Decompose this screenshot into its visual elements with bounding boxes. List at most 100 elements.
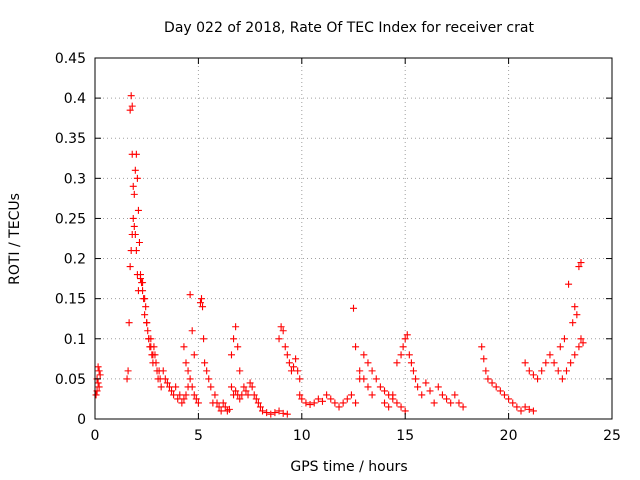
data-point-0-116 bbox=[250, 391, 258, 399]
data-point-0-121 bbox=[263, 409, 271, 417]
data-point-0-96 bbox=[219, 399, 227, 407]
data-point-0-3 bbox=[95, 383, 103, 391]
data-point-0-78 bbox=[182, 359, 190, 367]
data-point-0-73 bbox=[188, 383, 196, 391]
points-layer bbox=[92, 92, 587, 418]
data-point-0-102 bbox=[232, 323, 240, 331]
data-point-0-67 bbox=[176, 391, 184, 399]
data-point-0-110 bbox=[238, 391, 246, 399]
data-point-0-69 bbox=[180, 395, 188, 403]
data-point-0-59 bbox=[159, 367, 167, 375]
data-point-0-62 bbox=[165, 383, 173, 391]
data-point-0-218 bbox=[554, 367, 562, 375]
data-point-0-228 bbox=[565, 280, 573, 288]
data-point-0-54 bbox=[141, 295, 149, 303]
x-tick-label-3: 15 bbox=[396, 428, 414, 444]
data-point-0-139 bbox=[298, 395, 306, 403]
data-point-0-65 bbox=[172, 383, 180, 391]
data-point-0-214 bbox=[538, 367, 546, 375]
data-point-0-119 bbox=[256, 403, 264, 411]
data-point-0-211 bbox=[525, 367, 533, 375]
data-point-0-68 bbox=[178, 399, 186, 407]
y-tick-label-0: 0 bbox=[77, 412, 86, 428]
data-point-0-205 bbox=[513, 403, 521, 411]
data-point-0-124 bbox=[275, 407, 283, 415]
data-point-0-89 bbox=[205, 375, 213, 383]
data-point-0-11 bbox=[126, 263, 134, 271]
data-point-0-163 bbox=[393, 399, 401, 407]
data-point-0-190 bbox=[443, 395, 451, 403]
data-point-0-152 bbox=[350, 304, 357, 312]
y-tick-label-1: 0.05 bbox=[55, 372, 86, 388]
data-point-0-48 bbox=[131, 230, 139, 238]
data-point-0-95 bbox=[217, 407, 225, 415]
data-point-0-187 bbox=[430, 399, 438, 407]
data-point-0-76 bbox=[194, 399, 202, 407]
data-point-0-173 bbox=[389, 391, 397, 399]
data-point-0-25 bbox=[141, 311, 149, 319]
data-point-0-229 bbox=[569, 319, 577, 327]
data-point-0-153 bbox=[352, 399, 360, 407]
data-point-0-146 bbox=[327, 395, 335, 403]
x-tick-label-0: 0 bbox=[91, 428, 100, 444]
data-point-0-19 bbox=[134, 206, 142, 214]
data-point-0-147 bbox=[331, 399, 339, 407]
data-point-0-28 bbox=[144, 327, 152, 335]
data-point-0-100 bbox=[227, 351, 235, 359]
data-point-0-79 bbox=[184, 367, 192, 375]
data-point-0-141 bbox=[306, 401, 314, 409]
data-point-0-151 bbox=[347, 391, 355, 399]
data-point-0-145 bbox=[323, 391, 331, 399]
data-point-0-92 bbox=[211, 391, 219, 399]
data-point-0-180 bbox=[407, 359, 415, 367]
data-point-0-215 bbox=[542, 359, 550, 367]
data-point-0-125 bbox=[279, 409, 287, 417]
data-point-0-207 bbox=[521, 403, 529, 411]
data-point-0-216 bbox=[546, 351, 554, 359]
data-point-0-7 bbox=[95, 367, 103, 375]
data-point-0-126 bbox=[283, 410, 291, 418]
data-point-0-85 bbox=[199, 303, 207, 311]
data-point-0-115 bbox=[248, 383, 256, 391]
data-point-0-203 bbox=[505, 395, 513, 403]
data-point-0-82 bbox=[190, 351, 198, 359]
data-point-0-2 bbox=[94, 363, 102, 371]
data-point-0-231 bbox=[573, 311, 581, 319]
data-point-0-136 bbox=[294, 367, 302, 375]
data-point-0-74 bbox=[190, 391, 198, 399]
data-point-0-97 bbox=[221, 403, 229, 411]
data-point-0-15 bbox=[130, 190, 138, 198]
data-point-0-44 bbox=[128, 102, 136, 110]
data-point-0-167 bbox=[356, 367, 364, 375]
data-point-0-56 bbox=[145, 335, 153, 343]
data-point-0-232 bbox=[575, 263, 583, 271]
data-point-0-20 bbox=[135, 239, 143, 247]
plot-frame bbox=[94, 57, 613, 420]
data-point-0-46 bbox=[129, 182, 137, 190]
data-point-0-75 bbox=[192, 395, 200, 403]
data-point-0-213 bbox=[534, 375, 542, 383]
data-point-0-83 bbox=[196, 299, 204, 307]
y-tick-label-3: 0.15 bbox=[55, 292, 86, 308]
data-point-0-101 bbox=[230, 335, 238, 343]
data-point-0-55 bbox=[143, 319, 151, 327]
data-point-0-134 bbox=[290, 363, 298, 371]
data-point-0-0 bbox=[92, 391, 100, 399]
data-point-0-61 bbox=[163, 379, 171, 387]
data-point-0-84 bbox=[198, 295, 206, 303]
data-point-0-114 bbox=[246, 379, 254, 387]
data-point-0-131 bbox=[283, 351, 291, 359]
y-tick-label-6: 0.3 bbox=[64, 171, 86, 187]
data-point-0-63 bbox=[168, 387, 176, 395]
data-point-0-185 bbox=[422, 379, 430, 387]
ticks-layer: 0 5 10 15 20 25 0 0.05 0.1 0.15 0.2 0.25 0.3 0.35 0.4 0… bbox=[55, 51, 621, 444]
data-point-0-170 bbox=[368, 391, 376, 399]
data-point-0-122 bbox=[267, 410, 275, 418]
data-point-0-194 bbox=[459, 403, 467, 411]
data-point-0-164 bbox=[397, 403, 405, 411]
y-tick-label-9: 0.45 bbox=[55, 51, 86, 67]
data-point-0-226 bbox=[556, 343, 564, 351]
data-point-0-143 bbox=[314, 395, 322, 403]
data-point-0-129 bbox=[279, 327, 287, 335]
data-point-0-120 bbox=[259, 407, 267, 415]
